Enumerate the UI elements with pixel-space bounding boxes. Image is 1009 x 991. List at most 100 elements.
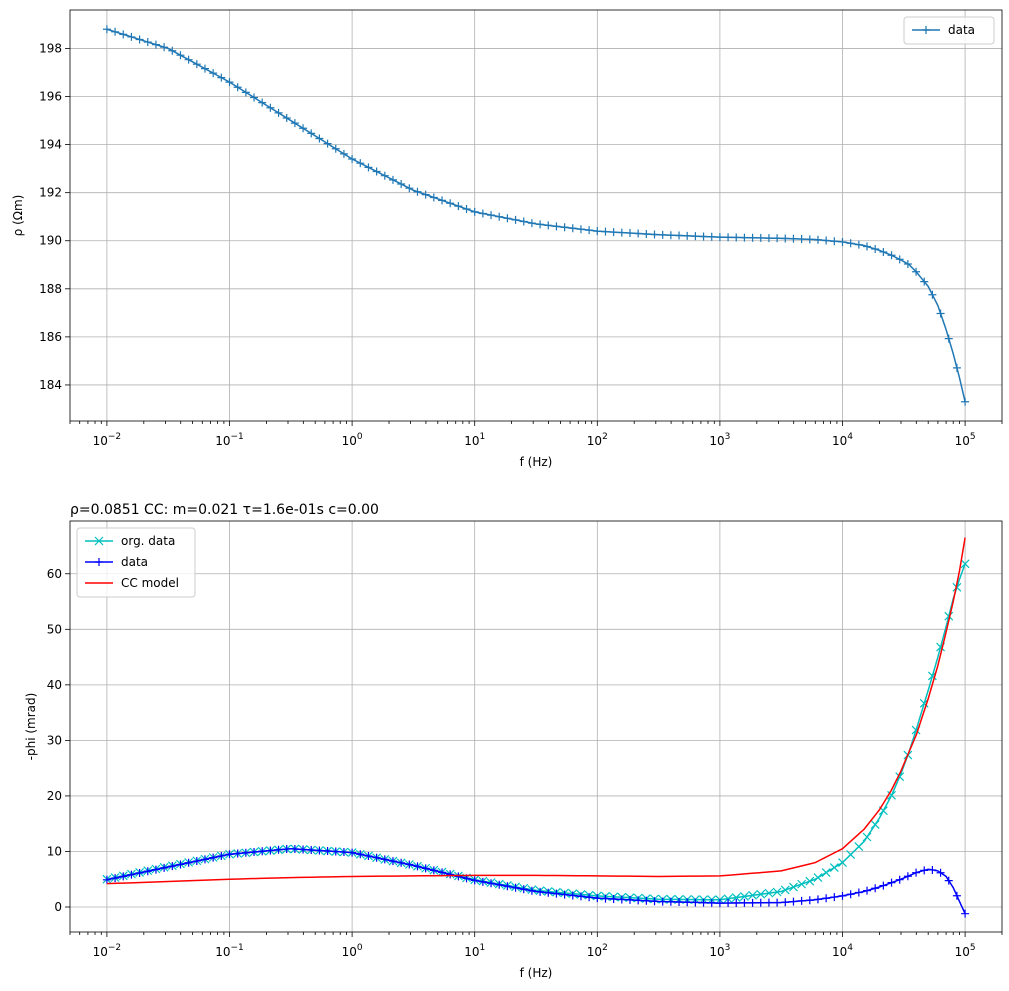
data-point	[348, 155, 357, 164]
data-point	[887, 878, 896, 887]
y-tick-label: 192	[39, 186, 62, 200]
data-point	[854, 888, 863, 897]
data-point	[544, 888, 553, 897]
data-point	[233, 83, 242, 92]
y-tick-label: 188	[39, 282, 62, 296]
y-tick-label: 20	[47, 789, 62, 803]
x-tick-base: 10	[709, 434, 724, 448]
data-point	[323, 139, 332, 148]
data-point	[895, 255, 904, 264]
data-point	[348, 848, 357, 857]
data-point	[797, 235, 806, 244]
data-point	[527, 886, 536, 895]
data-point	[323, 847, 332, 856]
data-point	[274, 845, 283, 854]
data-point	[871, 245, 880, 254]
series-line	[106, 537, 966, 885]
x-tick-base: 10	[464, 434, 479, 448]
data-point	[184, 55, 193, 64]
x-tick-exponent: −1	[231, 943, 244, 953]
data-point	[487, 879, 496, 888]
x-tick-exponent: −2	[108, 943, 121, 953]
data-point	[413, 862, 422, 871]
data-point	[748, 890, 758, 900]
x-tick-label: 10−2	[93, 432, 122, 448]
data-point	[250, 93, 259, 102]
data-point	[429, 193, 438, 202]
legend-label: data	[121, 555, 148, 569]
data-point	[552, 889, 561, 898]
x-tick-base: 10	[215, 434, 230, 448]
data-point	[960, 559, 970, 569]
legend-label: data	[948, 23, 975, 37]
data-point	[903, 872, 912, 881]
data-point	[879, 247, 888, 256]
x-tick-base: 10	[587, 434, 602, 448]
data-point	[658, 230, 667, 239]
data-point	[625, 895, 634, 904]
data-point	[822, 236, 831, 245]
data-point	[870, 820, 880, 829]
data-point	[405, 184, 414, 193]
data-point	[413, 187, 422, 196]
data-point	[372, 167, 381, 176]
data-point	[127, 32, 136, 41]
x-tick-label: 103	[709, 943, 730, 959]
data-point	[511, 883, 520, 892]
resistivity-chart: 10−2 10−1 100 101 102 103 104 10518418618819019…	[11, 9, 1003, 469]
data-point	[944, 334, 953, 343]
x-tick-base: 10	[93, 945, 108, 959]
data-point	[952, 363, 961, 372]
x-tick-exponent: 4	[847, 943, 853, 953]
legend-marker	[922, 26, 930, 34]
data-point	[446, 870, 455, 879]
data-point	[691, 898, 700, 907]
data-point	[339, 149, 348, 158]
data-point	[511, 215, 520, 224]
data-point	[282, 114, 291, 123]
x-tick-base: 10	[955, 945, 970, 959]
data-point	[789, 897, 798, 906]
data-point	[634, 896, 643, 905]
data-point	[266, 846, 275, 855]
x-tick-label: 105	[955, 943, 976, 959]
data-point	[829, 863, 839, 873]
data-point	[748, 233, 757, 242]
y-axis: 184 186 188 190 192 194 196 198	[39, 41, 70, 392]
data-point	[854, 240, 863, 249]
data-point	[470, 207, 479, 216]
y-axis-label: -phi (mrad)	[24, 693, 38, 761]
data-point	[912, 267, 921, 276]
data-point	[143, 867, 152, 876]
y-tick-label: 196	[39, 90, 62, 104]
data-point	[699, 232, 708, 241]
x-tick-exponent: 5	[970, 943, 976, 953]
data-point	[764, 888, 774, 898]
data-point	[119, 30, 128, 39]
y-tick-label: 60	[47, 567, 62, 581]
data-point	[388, 857, 397, 866]
legend-label: CC model	[121, 576, 179, 590]
data-point	[462, 205, 471, 214]
data-point	[307, 845, 316, 854]
data-point	[454, 872, 463, 881]
data-point	[863, 242, 872, 251]
y-tick-label: 50	[47, 622, 62, 636]
data-point	[446, 199, 455, 208]
data-point	[478, 209, 487, 218]
data-point	[830, 893, 839, 902]
data-point	[830, 237, 839, 246]
data-point	[732, 898, 741, 907]
x-tick-label: 101	[464, 432, 485, 448]
data-point	[250, 848, 259, 857]
data-point	[544, 221, 553, 230]
data-point	[184, 858, 193, 867]
data-point	[601, 227, 610, 236]
series-data	[102, 25, 970, 406]
data-point	[331, 847, 340, 856]
legend-box	[903, 16, 995, 45]
data-point	[503, 214, 512, 223]
x-tick-exponent: 0	[357, 943, 363, 953]
data-point	[625, 229, 634, 238]
